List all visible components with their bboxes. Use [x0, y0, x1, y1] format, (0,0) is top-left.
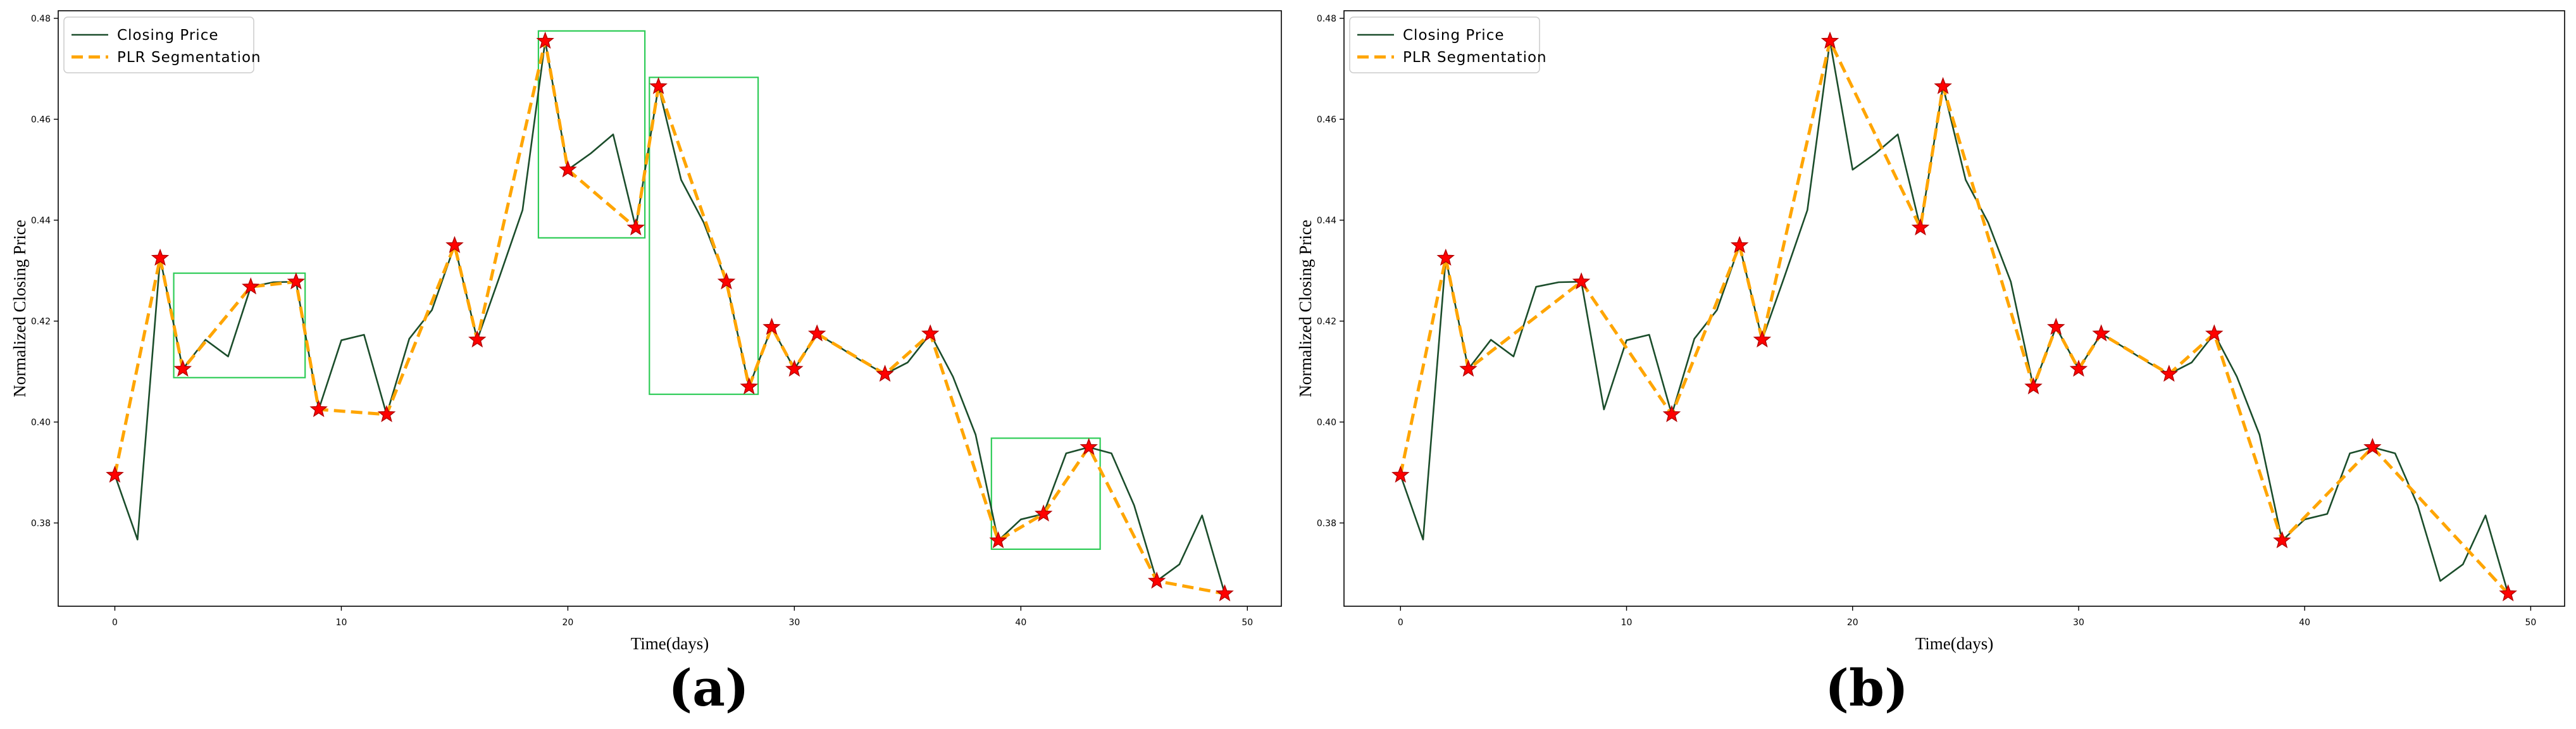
chart-panel-b: 0 10 20 30 40 50 0.38 0.40 0.42 0.44 0.46 0.48 Time(… [1296, 10, 2565, 718]
breakpoint-marker [876, 364, 894, 382]
breakpoint-marker [717, 272, 736, 290]
panel-label: (a) [668, 658, 749, 718]
breakpoint-marker [2092, 324, 2110, 342]
y-axis-label: Normalized Closing Price [1296, 220, 1315, 397]
breakpoint-marker [1730, 235, 1749, 253]
breakpoint-marker [785, 359, 804, 377]
chart-panel-a: 0 10 20 30 40 50 0.38 0.40 0.42 0.44 0.46 0.48 Time(… [10, 10, 1282, 718]
breakpoint-marker [2205, 324, 2224, 342]
legend-box [1349, 16, 1540, 73]
y-tick-label: 0.46 [1317, 115, 1336, 125]
highlight-box [537, 30, 646, 239]
breakpoint-marker [2160, 364, 2179, 382]
x-tick-label: 50 [2525, 618, 2537, 628]
x-tick-label: 10 [336, 618, 347, 628]
breakpoint-marker [1911, 218, 1930, 236]
breakpoint-marker [1080, 437, 1098, 455]
breakpoint-marker [106, 465, 124, 483]
y-tick-label: 0.44 [1317, 216, 1336, 226]
breakpoint-marker [1216, 584, 1234, 602]
x-tick-label: 0 [1398, 618, 1403, 628]
panel-label: (b) [1825, 658, 1908, 718]
breakpoint-marker [173, 359, 192, 377]
breakpoint-marker [762, 317, 781, 335]
x-tick-label: 30 [788, 618, 800, 628]
y-tick-label: 0.38 [31, 518, 51, 528]
y-tick-label: 0.44 [31, 216, 51, 226]
y-tick-label: 0.46 [31, 115, 51, 125]
y-tick-label: 0.48 [31, 14, 51, 24]
legend-box [63, 16, 254, 73]
breakpoint-marker [2273, 531, 2291, 549]
highlight-box [990, 437, 1101, 550]
breakpoint-marker [151, 248, 170, 266]
breakpoint-marker [1459, 359, 1478, 377]
breakpoint-marker [377, 405, 396, 423]
breakpoint-marker [309, 400, 328, 418]
breakpoint-marker [536, 31, 554, 49]
y-tick-label: 0.48 [1317, 14, 1336, 24]
legend-label: Closing Price [1403, 27, 1505, 44]
axes-frame [58, 10, 1282, 607]
breakpoint-marker [445, 235, 464, 253]
breakpoint-marker [989, 531, 1007, 549]
breakpoint-marker [1147, 571, 1166, 589]
y-tick-label: 0.42 [31, 316, 51, 327]
highlight-box [649, 77, 759, 396]
x-tick-label: 20 [563, 618, 574, 628]
legend: Closing Price PLR Segmentation [63, 16, 261, 73]
y-axis-label: Normalized Closing Price [10, 220, 29, 397]
breakpoint-marker [2024, 377, 2043, 395]
breakpoint-marker [740, 377, 759, 395]
y-tick-label: 0.40 [1317, 418, 1336, 428]
breakpoint-marker [287, 272, 306, 290]
legend-label: PLR Segmentation [1403, 49, 1547, 66]
breakpoint-marker [1391, 465, 1410, 483]
closing-price-line [1400, 40, 2509, 594]
x-tick-label: 20 [1847, 618, 1858, 628]
x-tick-label: 50 [1241, 618, 1253, 628]
x-tick-label: 10 [1621, 618, 1633, 628]
x-tick-label: 40 [2299, 618, 2310, 628]
breakpoint-marker [2047, 318, 2065, 335]
breakpoint-marker [626, 218, 645, 236]
x-axis-label: Time(days) [1915, 634, 1994, 653]
breakpoint-marker [1934, 77, 1952, 94]
breakpoint-marker [468, 330, 487, 348]
breakpoint-marker [559, 160, 577, 178]
legend-label: Closing Price [117, 27, 219, 44]
breakpoint-marker [2363, 437, 2382, 455]
y-tick-label: 0.40 [31, 418, 51, 428]
breakpoint-marker [1820, 31, 1839, 49]
x-axis-label: Time(days) [631, 634, 709, 653]
x-tick-label: 40 [1015, 618, 1026, 628]
breakpoint-marker [649, 77, 668, 94]
breakpoint-marker [2069, 359, 2088, 377]
breakpoint-marker [242, 277, 260, 295]
y-tick-label: 0.42 [1317, 316, 1336, 327]
breakpoint-marker [1572, 272, 1591, 290]
y-tick-label: 0.38 [1317, 518, 1336, 528]
breakpoint-marker [921, 324, 940, 342]
breakpoint-marker [1034, 504, 1053, 522]
x-tick-label: 0 [112, 618, 118, 628]
breakpoint-marker [2499, 584, 2517, 602]
legend: Closing Price PLR Segmentation [1349, 16, 1547, 73]
x-tick-label: 30 [2073, 618, 2084, 628]
breakpoint-marker [1662, 405, 1681, 423]
breakpoint-marker [1753, 330, 1772, 348]
legend-label: PLR Segmentation [117, 49, 261, 66]
axes-frame [1343, 10, 2565, 607]
breakpoint-marker [807, 324, 826, 342]
breakpoint-marker [1436, 248, 1455, 266]
